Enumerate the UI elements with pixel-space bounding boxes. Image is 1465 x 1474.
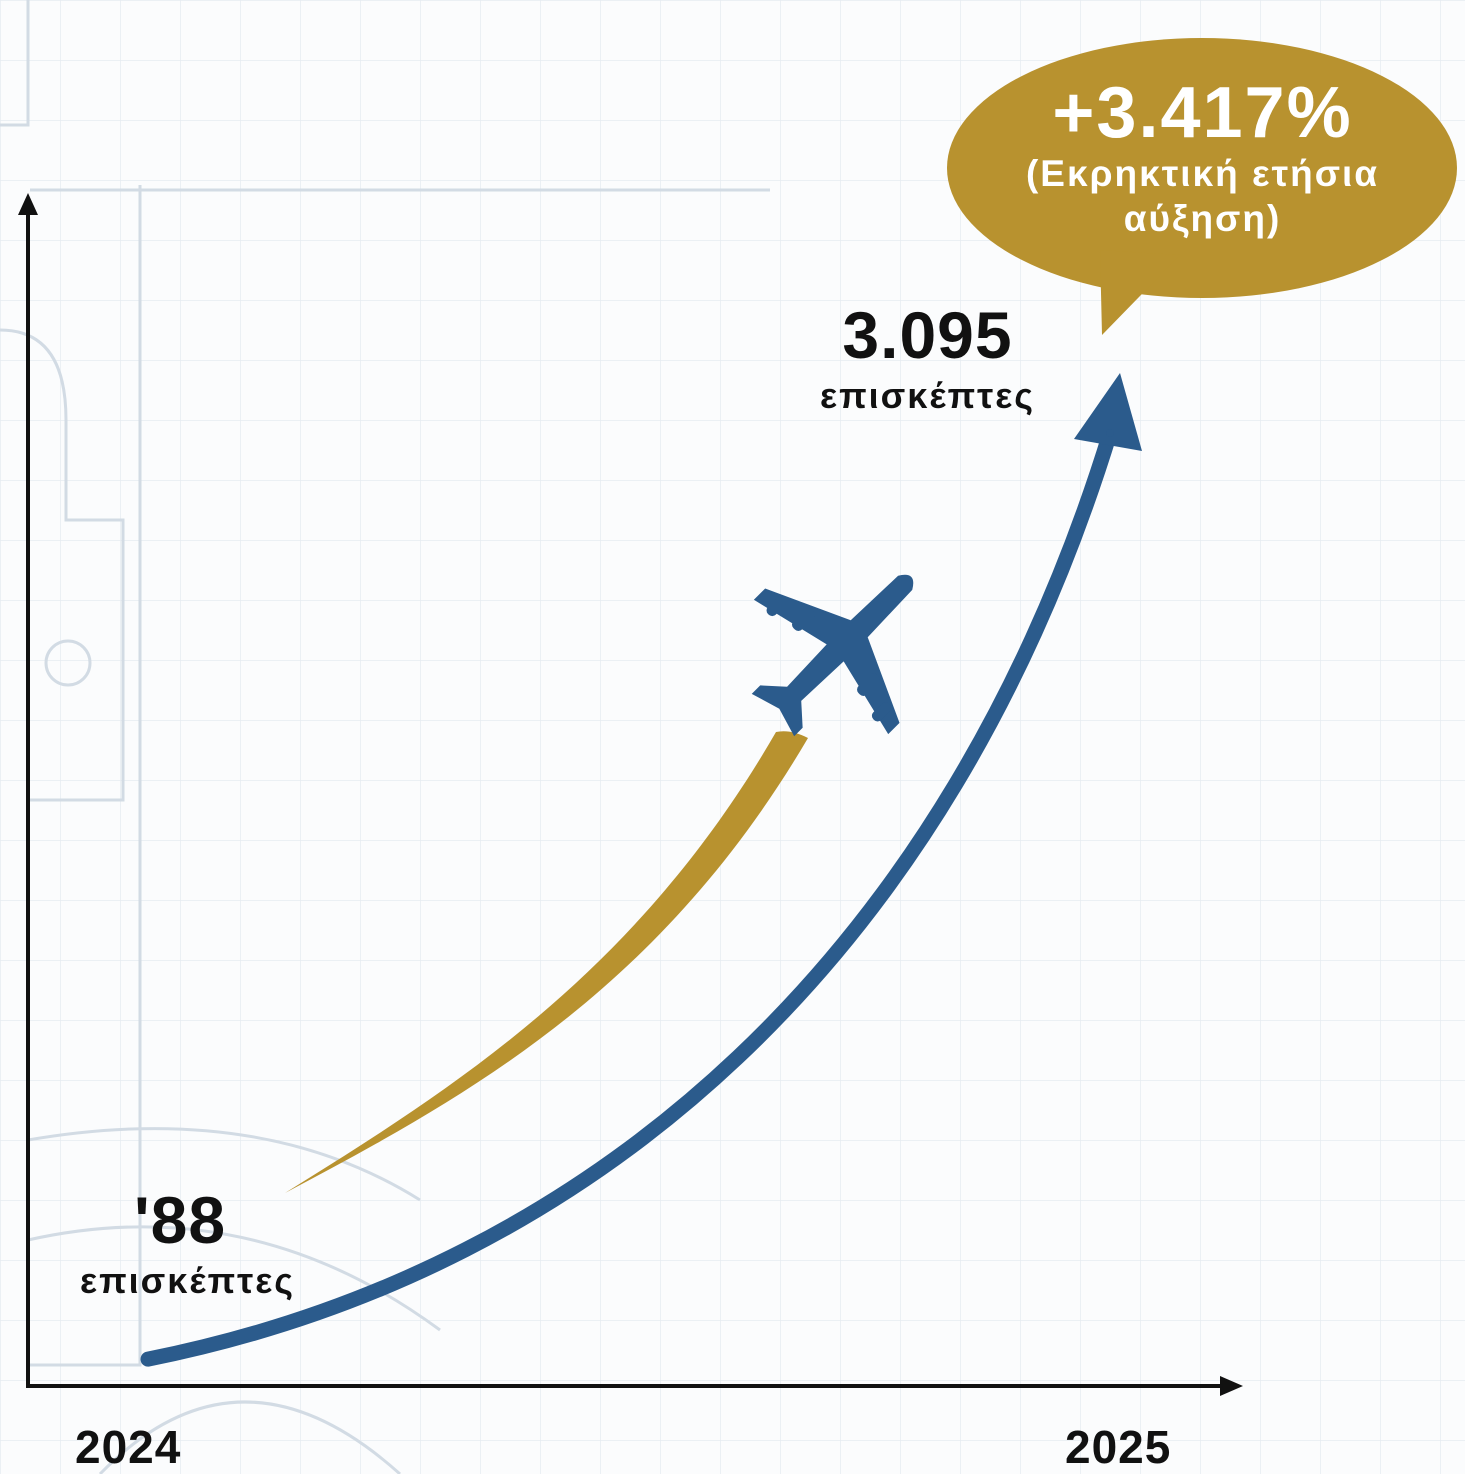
data-value-2024: '88 [133, 1183, 227, 1257]
series-line [140, 425, 1118, 1367]
y-axis-arrowhead [18, 193, 38, 215]
data-point-2024 [144, 1355, 152, 1364]
data-point-2025 [1106, 429, 1114, 437]
data-unit-2024: επισκέπτες [80, 1260, 296, 1301]
callout-percentage: +3.417% [1052, 73, 1353, 153]
blueprint-decoration [0, 0, 770, 1474]
growth-callout [947, 38, 1457, 335]
data-label-2025: 3.095 επισκέπτες [775, 300, 1080, 416]
callout-line1: (Εκρηκτική ετήσια [1025, 153, 1380, 194]
data-unit-2025: επισκέπτες [819, 375, 1036, 416]
callout-line2: αύξηση) [1123, 198, 1282, 239]
x-tick-label-2025: 2025 [1065, 1421, 1172, 1473]
x-axis-arrowhead [1220, 1376, 1243, 1396]
callout-text: +3.417% (Εκρηκτική ετήσια αύξηση) [980, 75, 1425, 241]
series-arrowhead [1074, 373, 1142, 451]
airplane-icon [751, 574, 914, 737]
x-tick-label-2024: 2024 [75, 1421, 182, 1473]
gold-flight-trail [285, 731, 808, 1193]
axes [18, 193, 1243, 1396]
data-value-2025: 3.095 [842, 298, 1013, 372]
data-label-2024: '88 επισκέπτες [80, 1183, 296, 1301]
